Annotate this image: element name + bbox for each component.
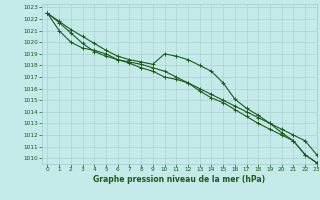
X-axis label: Graphe pression niveau de la mer (hPa): Graphe pression niveau de la mer (hPa) [93,175,265,184]
